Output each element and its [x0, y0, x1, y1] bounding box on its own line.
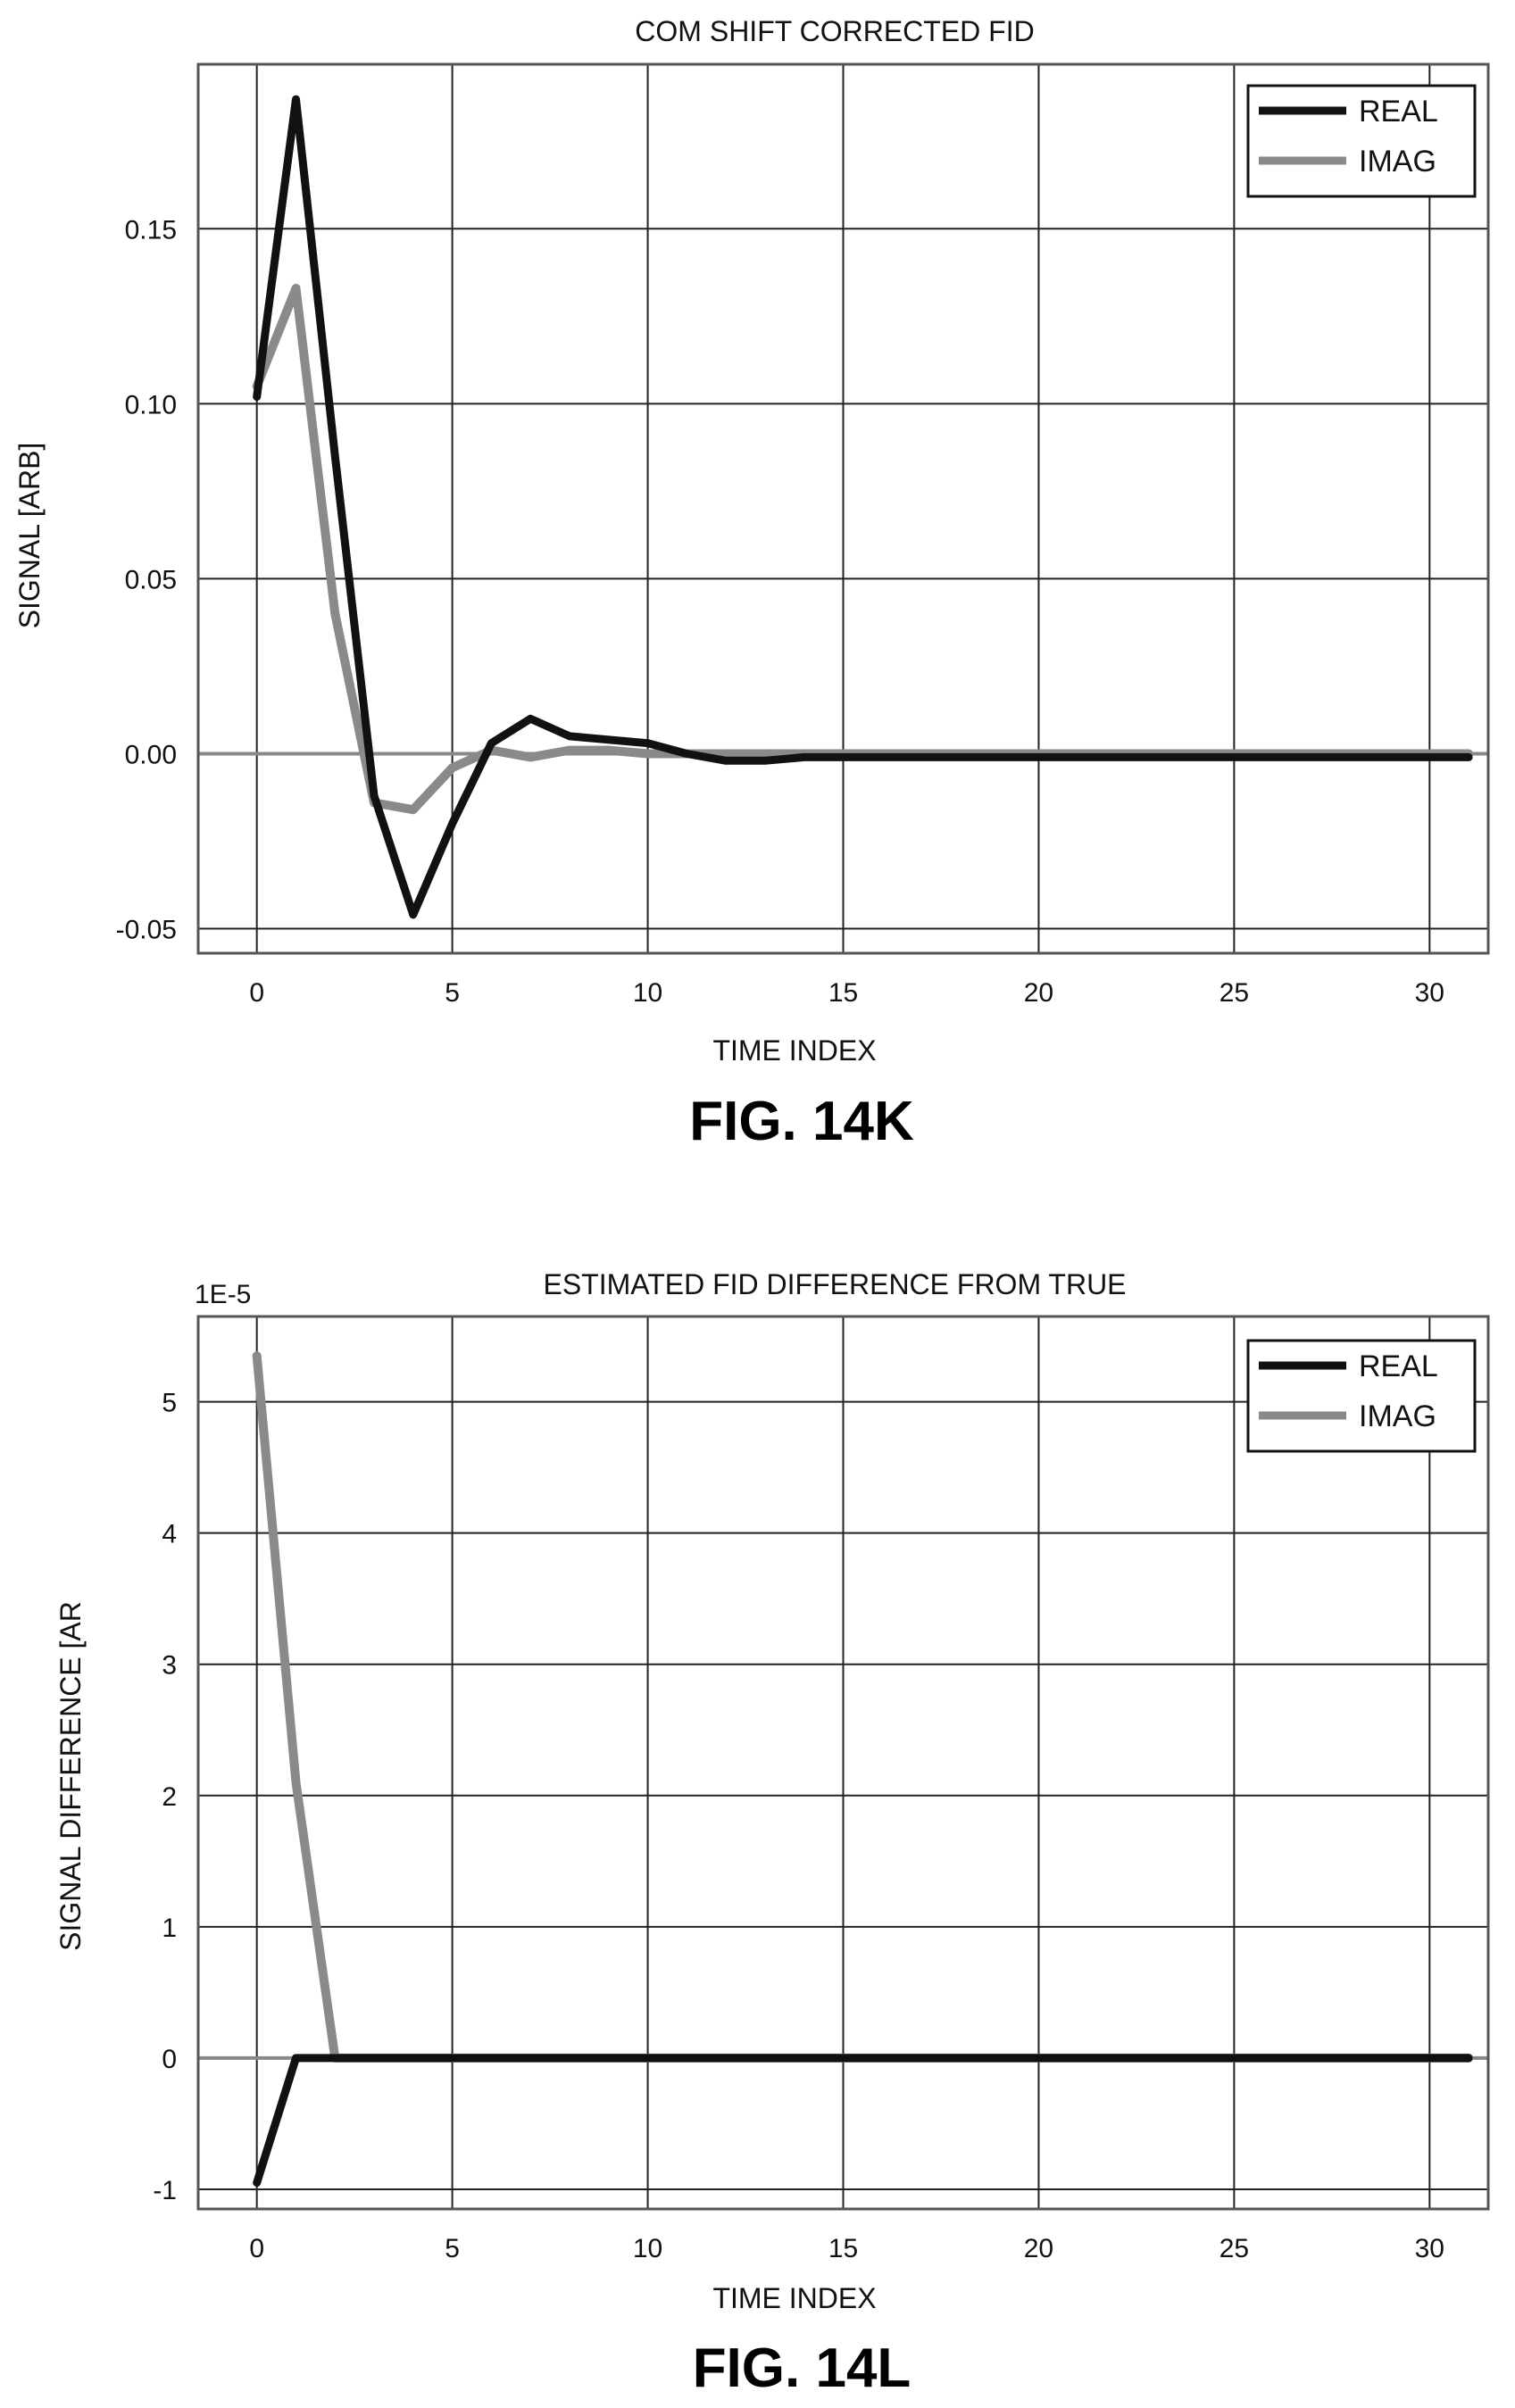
series-line-imag — [252, 284, 1474, 815]
figure-label-14k: FIG. 14K — [689, 1091, 914, 1152]
chart-14k-legend-box — [1246, 84, 1477, 198]
chart-14l-y-tick-labels: -1 0 1 2 3 4 5 — [153, 1389, 177, 2205]
x-tick-label: 10 — [633, 2234, 662, 2263]
x-tick-label: 30 — [1415, 978, 1444, 1008]
x-tick-label: 25 — [1219, 978, 1249, 1008]
chart-14k-y-tick-labels: -0.05 0.00 0.05 0.10 0.15 — [116, 215, 177, 944]
y-tick-label: 2 — [162, 1782, 177, 1812]
chart-14l-x-axis-label: TIME INDEX — [712, 2282, 876, 2314]
y-tick-label: -0.05 — [116, 916, 177, 945]
chart-14l-legend-label-real: REAL — [1359, 1349, 1438, 1383]
figure-label-14l: FIG. 14L — [693, 2337, 911, 2399]
y-tick-label: -1 — [153, 2176, 177, 2205]
y-tick-label: 5 — [162, 1389, 177, 1418]
series-line-real — [253, 95, 1473, 919]
x-tick-label: 20 — [1024, 978, 1053, 1008]
chart-14k-x-tick-labels: 0 5 10 15 20 25 30 — [249, 978, 1444, 1008]
x-tick-label: 0 — [249, 978, 264, 1008]
chart-14k-legend-label-imag: IMAG — [1359, 145, 1436, 179]
chart-14l-legend-box — [1246, 1339, 1477, 1453]
chart-14l-y-axis-label: SIGNAL DIFFERENCE [AR — [54, 1601, 87, 1951]
x-tick-label: 5 — [445, 2234, 460, 2263]
chart-14k: COM SHIFT CORRECTED FID 0 5 10 15 20 25 30 -0.… — [13, 15, 1490, 1152]
x-tick-label: 5 — [445, 978, 460, 1008]
chart-14l-legend: REAL IMAG — [1246, 1339, 1477, 1453]
x-tick-label: 20 — [1024, 2234, 1053, 2263]
x-tick-label: 30 — [1415, 2234, 1444, 2263]
chart-14k-x-axis-label: TIME INDEX — [712, 1034, 876, 1067]
series-line-imag — [252, 1351, 1474, 2063]
chart-14l: ESTIMATED FID DIFFERENCE FROM TRUE 1E-5 … — [54, 1268, 1490, 2399]
series-line-real — [253, 2054, 1473, 2188]
y-tick-label: 4 — [162, 1520, 177, 1549]
chart-14l-y-multiplier: 1E-5 — [195, 1280, 251, 1309]
chart-14k-plot-frame — [196, 62, 1490, 955]
chart-14l-title: ESTIMATED FID DIFFERENCE FROM TRUE — [543, 1268, 1126, 1300]
chart-14l-plot-frame — [196, 1315, 1490, 2211]
chart-14k-y-axis-label: SIGNAL [ARB] — [13, 443, 46, 629]
chart-14k-legend: REAL IMAG — [1246, 84, 1477, 198]
y-tick-label: 0.10 — [125, 390, 177, 419]
y-tick-label: 0 — [162, 2045, 177, 2074]
x-tick-label: 25 — [1219, 2234, 1249, 2263]
y-tick-label: 0.15 — [125, 215, 177, 245]
y-tick-label: 0.05 — [125, 565, 177, 594]
x-tick-label: 15 — [828, 2234, 858, 2263]
chart-14k-title: COM SHIFT CORRECTED FID — [635, 15, 1034, 47]
chart-14l-x-tick-labels: 0 5 10 15 20 25 30 — [249, 2234, 1444, 2263]
y-tick-label: 1 — [162, 1914, 177, 1943]
y-tick-label: 3 — [162, 1651, 177, 1681]
x-tick-label: 0 — [249, 2234, 264, 2263]
chart-14k-series — [252, 95, 1474, 919]
x-tick-label: 10 — [633, 978, 662, 1008]
chart-14l-series — [252, 1351, 1474, 2188]
chart-14k-legend-label-real: REAL — [1359, 95, 1438, 129]
chart-14l-legend-label-imag: IMAG — [1359, 1399, 1436, 1433]
y-tick-label: 0.00 — [125, 740, 177, 769]
x-tick-label: 15 — [828, 978, 858, 1008]
